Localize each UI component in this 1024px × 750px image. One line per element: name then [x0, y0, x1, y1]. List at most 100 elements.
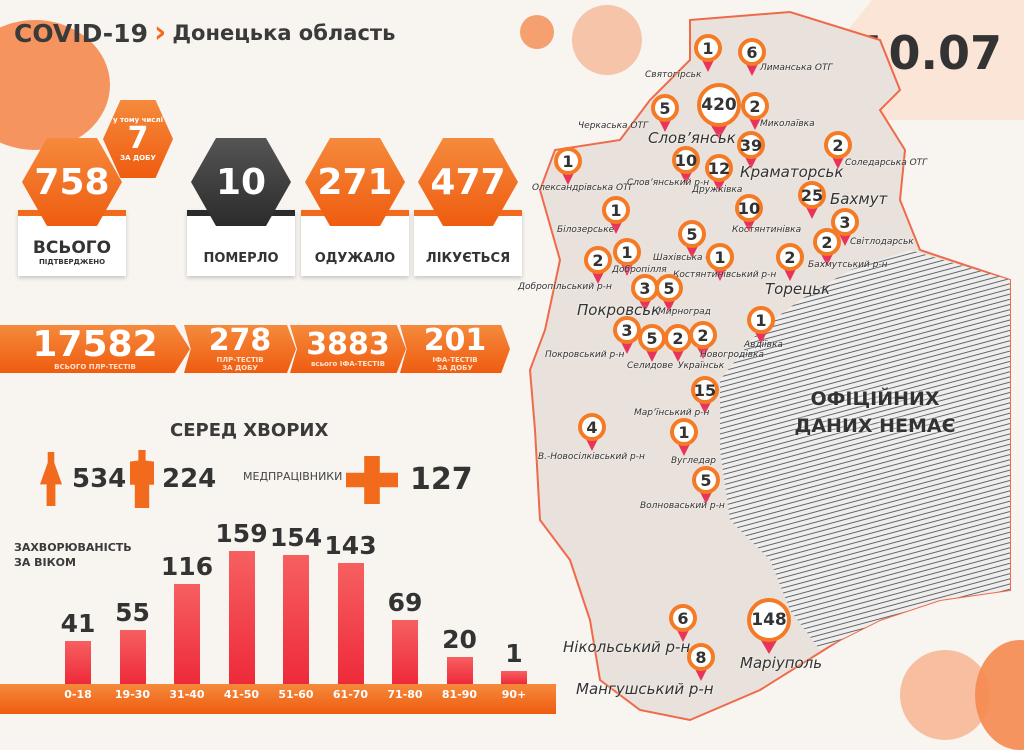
- map-pin[interactable]: 1: [694, 34, 722, 72]
- map-pin-label: Вугледар: [671, 456, 716, 466]
- map-pin-label: Нікольський р-н: [563, 638, 691, 656]
- map-pin[interactable]: 1: [670, 418, 698, 456]
- medics-label: МЕДПРАЦІВНИКИ: [243, 470, 343, 483]
- map-pin[interactable]: 1: [706, 243, 734, 281]
- map-pin-count: 5: [678, 220, 706, 248]
- map-pin[interactable]: 5: [655, 274, 683, 312]
- age-bar-value: 20: [442, 624, 477, 654]
- map-pin-label: Костянтинівський р-н: [673, 270, 777, 280]
- map-pin-count: 1: [602, 196, 630, 224]
- map-pin-label: Слов’янськ: [648, 129, 736, 147]
- age-bar: [174, 583, 200, 684]
- map-pin[interactable]: 5: [678, 220, 706, 258]
- map-pin-label: Краматорськ: [740, 163, 844, 181]
- map-pin-label: Соледарська ОТГ: [845, 158, 928, 168]
- map-pin[interactable]: 1: [602, 196, 630, 234]
- tests-label: ІФА-ТЕСТІВ ЗА ДОБУ: [432, 356, 478, 372]
- map-pin-label: Мирноград: [658, 307, 711, 317]
- map-pin-label: Мар’їнський р-н: [634, 408, 710, 418]
- map-pin[interactable]: 2: [664, 324, 692, 362]
- map-pin-count: 2: [664, 324, 692, 352]
- map-pin[interactable]: 1: [554, 147, 582, 185]
- age-bar-value: 154: [269, 522, 323, 552]
- age-category-label: 90+: [501, 688, 527, 701]
- map-pin[interactable]: 420: [697, 83, 741, 139]
- map-pin-label: Волноваський р-н: [640, 501, 725, 511]
- map-pin[interactable]: 5: [651, 94, 679, 132]
- no-data-label: ОФІЦІЙНИХ ДАНИХ НЕМАЄ: [794, 388, 956, 437]
- age-category-label: 51-60: [278, 688, 314, 701]
- map-pin-label: Покровськ: [577, 301, 661, 319]
- map-pin[interactable]: 25: [798, 181, 826, 219]
- map-pin-count: 2: [741, 92, 769, 120]
- map-pin-label: Добропільський р-н: [518, 282, 612, 292]
- map-pin-count: 6: [738, 38, 766, 66]
- map-pin[interactable]: 2: [741, 92, 769, 130]
- confirmed-label: ВСЬОГО: [32, 238, 112, 258]
- map-pin-label: Черкаська ОТГ: [578, 121, 649, 131]
- map-pin[interactable]: 3: [613, 316, 641, 354]
- age-bar-value: 55: [115, 598, 150, 628]
- map-pin[interactable]: 39: [737, 131, 765, 169]
- map-pin[interactable]: 5: [638, 324, 666, 362]
- map-pin[interactable]: 1: [747, 306, 775, 344]
- map-pin[interactable]: 12: [705, 154, 733, 192]
- map-pin-count: 4: [578, 413, 606, 441]
- age-bar-value: 116: [160, 551, 214, 581]
- map-pin-count: 3: [613, 316, 641, 344]
- map-pin[interactable]: 15: [691, 376, 719, 414]
- age-bar-value: 69: [387, 587, 423, 617]
- recovered-label: ОДУЖАЛО: [314, 251, 396, 266]
- map-pin-label: Дружківка: [692, 185, 743, 195]
- map-pin-count: 25: [798, 181, 826, 209]
- map-pin[interactable]: 10: [735, 194, 763, 232]
- page-title: COVID-19 › Донецька область: [14, 18, 395, 48]
- map-pin[interactable]: 10: [672, 146, 700, 184]
- tests-pcr-daily: 278 ПЛР-ТЕСТІВ ЗА ДОБУ: [184, 325, 296, 373]
- tests-label: всього ІФА-ТЕСТІВ: [311, 360, 385, 368]
- age-bar: [228, 551, 255, 684]
- daily-prefix: у тому числі: [113, 116, 163, 124]
- virus-decoration-icon: [572, 5, 642, 75]
- age-bar-value: 41: [60, 608, 96, 638]
- map-pin[interactable]: 8: [687, 643, 715, 681]
- no-data-area: [720, 250, 1010, 650]
- map-pin[interactable]: 5: [692, 466, 720, 504]
- map-pin[interactable]: 4: [578, 413, 606, 451]
- women-count: 534: [72, 464, 127, 494]
- map-pin[interactable]: 2: [689, 321, 717, 359]
- map-pin-count: 1: [747, 306, 775, 334]
- map-pin[interactable]: 2: [584, 246, 612, 284]
- age-bar: [446, 656, 473, 684]
- age-bar: [119, 630, 146, 684]
- map-pin-label: Маріуполь: [740, 654, 823, 672]
- age-chart-title: ЗАХВОРЮВАНІСТЬ ЗА ВІКОМ: [14, 541, 132, 569]
- map-pin[interactable]: 1: [613, 238, 641, 276]
- map-pin-label: Мангушський р-н: [576, 680, 714, 698]
- daily-suffix: ЗА ДОБУ: [120, 154, 156, 162]
- map-pin[interactable]: 6: [669, 604, 697, 642]
- men-count: 224: [162, 464, 217, 494]
- age-bar-value: 143: [324, 531, 377, 561]
- map-pin-count: 1: [694, 34, 722, 62]
- map-pin-label: Бахмутський р-н: [808, 260, 888, 270]
- map-pin[interactable]: 2: [813, 228, 841, 266]
- map-pin[interactable]: 6: [738, 38, 766, 76]
- map-pin-count: 10: [735, 194, 763, 222]
- age-category-label: 0-18: [64, 688, 92, 701]
- map-pin-count: 5: [638, 324, 666, 352]
- map-pin-label: Слов’янський р-н: [627, 178, 710, 188]
- map-pin-count: 10: [672, 146, 700, 174]
- map-pin-count: 8: [687, 643, 715, 671]
- age-bar: [501, 671, 527, 684]
- tests-value: 17582: [32, 324, 158, 365]
- map-pin-label: Бахмут: [830, 190, 888, 208]
- map-pin[interactable]: 2: [824, 131, 852, 169]
- age-bar: [283, 554, 309, 684]
- map-pin-label: Світлодарськ: [850, 237, 914, 247]
- map-pin-label: Шахівська ОТГ: [653, 253, 723, 263]
- map-pin[interactable]: 148: [747, 598, 791, 654]
- map-pin-count: 2: [689, 321, 717, 349]
- map-pin[interactable]: 2: [776, 243, 804, 281]
- title-region: Донецька область: [172, 21, 396, 45]
